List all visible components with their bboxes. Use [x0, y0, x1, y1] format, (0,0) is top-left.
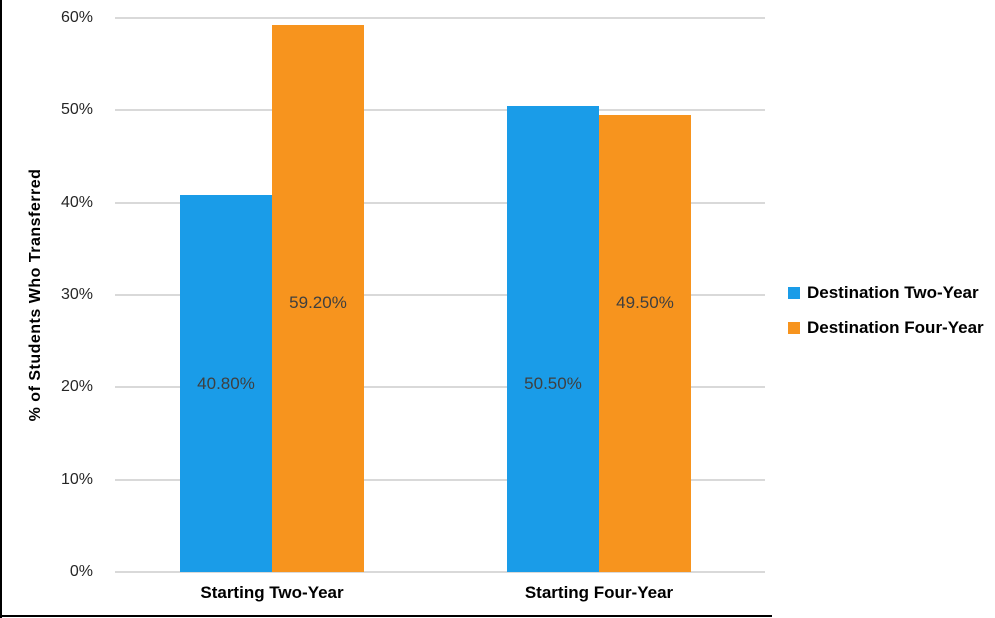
gridline-50%	[115, 109, 765, 111]
y-tick-label: 40%	[60, 194, 93, 211]
x-category-label-starting-two-year: Starting Two-Year	[200, 583, 344, 602]
legend-swatch-destination-four-year	[788, 322, 800, 334]
legend-label-destination-two-year: Destination Two-Year	[807, 283, 979, 302]
data-label-destination-four-year-starting-four-year: 49.50%	[616, 293, 674, 312]
y-tick-label: 20%	[60, 378, 93, 395]
left-border	[0, 0, 2, 618]
gridline-10%	[115, 479, 765, 481]
gridline-60%	[115, 17, 765, 19]
bar-destination-four-year-starting-four-year	[599, 114, 691, 572]
gridline-20%	[115, 386, 765, 388]
gridline-0%	[115, 571, 765, 573]
gridline-40%	[115, 202, 765, 204]
legend-item-destination-two-year: Destination Two-Year	[788, 283, 979, 303]
bottom-border	[0, 615, 772, 617]
y-tick-label: 10%	[60, 471, 93, 488]
y-tick-label: 0%	[69, 563, 93, 580]
bar-destination-four-year-starting-two-year	[272, 25, 364, 572]
bar-destination-two-year-starting-four-year	[507, 105, 599, 572]
data-label-destination-four-year-starting-two-year: 59.20%	[289, 293, 347, 312]
gridline-30%	[115, 294, 765, 296]
data-label-destination-two-year-starting-two-year: 40.80%	[197, 374, 255, 393]
y-tick-label: 30%	[60, 286, 93, 303]
y-tick-label: 50%	[60, 101, 93, 118]
bar-destination-two-year-starting-two-year	[180, 195, 272, 572]
legend-swatch-destination-two-year	[788, 287, 800, 299]
legend-label-destination-four-year: Destination Four-Year	[807, 318, 984, 337]
x-category-label-starting-four-year: Starting Four-Year	[524, 583, 674, 602]
data-label-destination-two-year-starting-four-year: 50.50%	[524, 374, 582, 393]
legend-item-destination-four-year: Destination Four-Year	[788, 318, 984, 338]
y-tick-label: 60%	[60, 9, 93, 26]
